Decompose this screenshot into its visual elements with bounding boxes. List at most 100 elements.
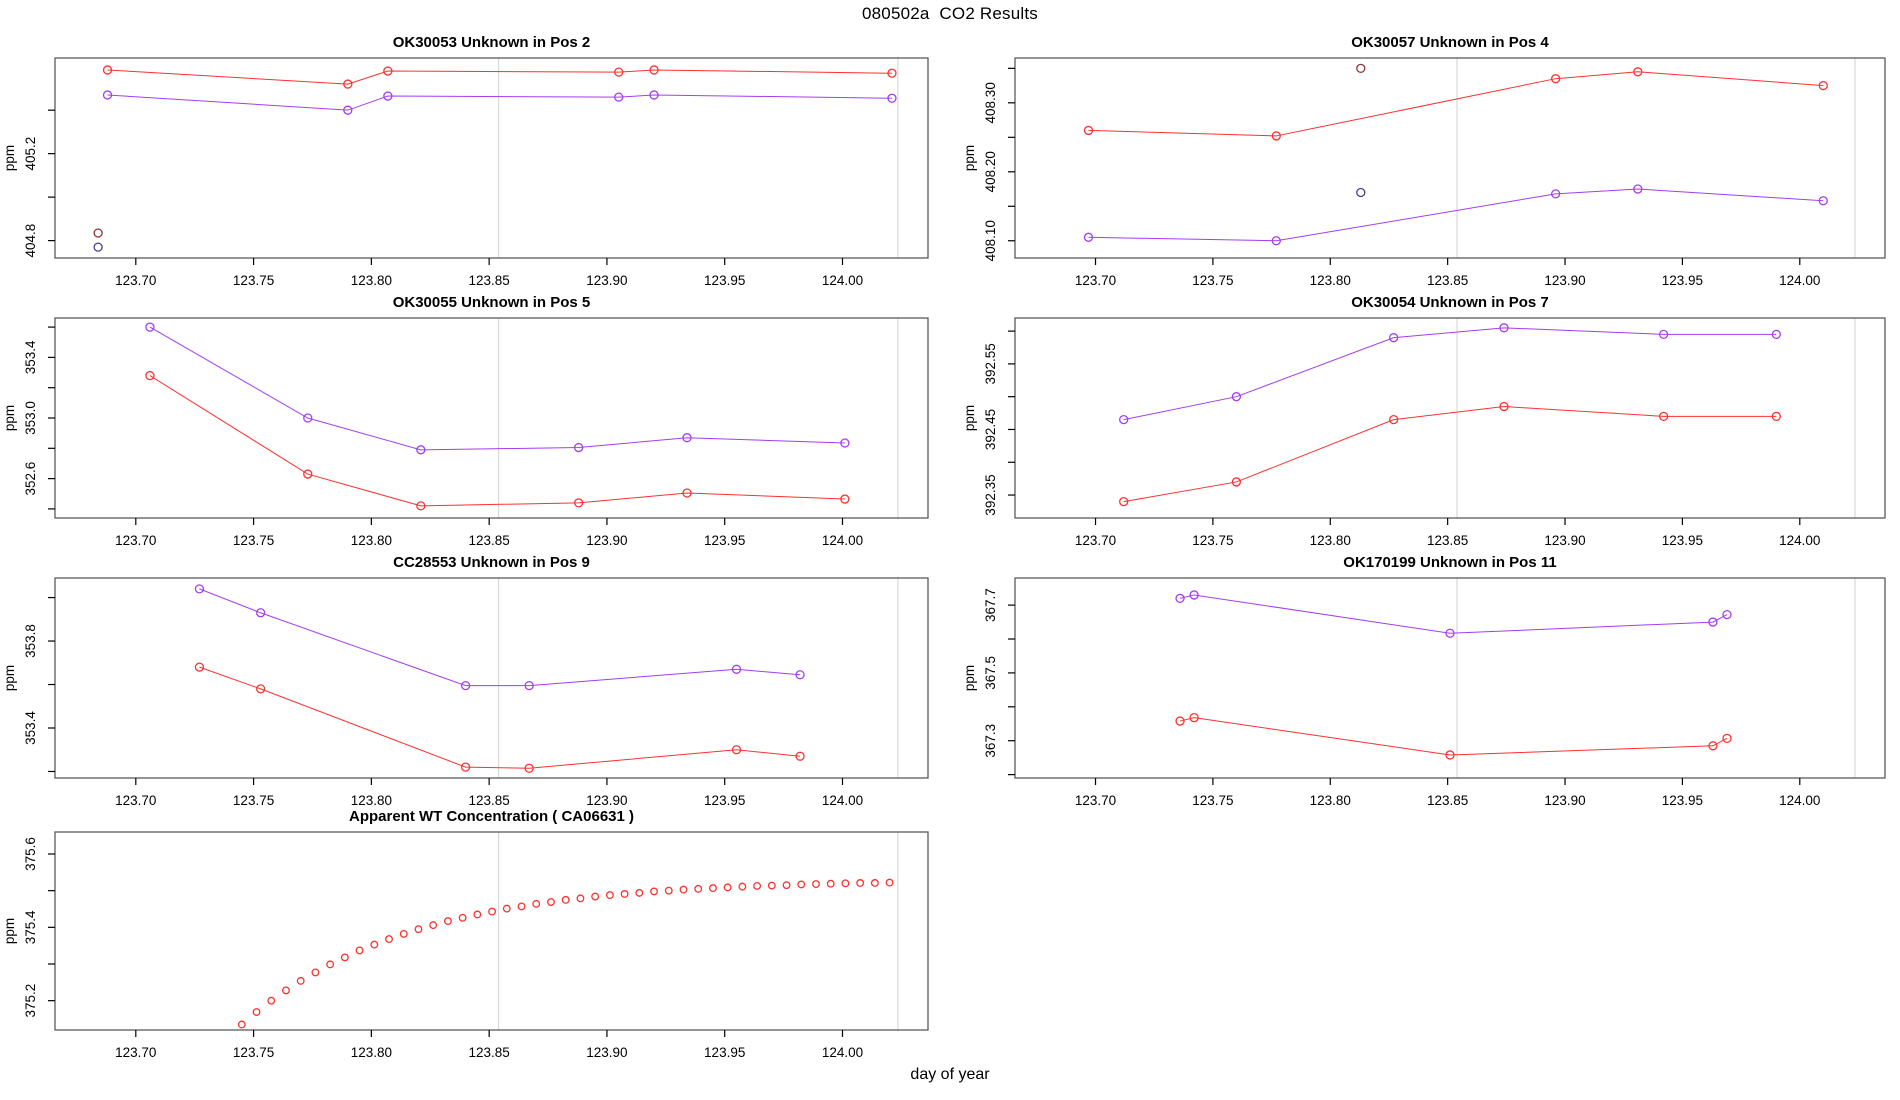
x-tick-label: 123.75: [233, 1045, 274, 1060]
x-tick-label: 123.90: [1544, 793, 1585, 808]
data-point: [1658, 411, 1669, 422]
data-point: [93, 228, 103, 238]
data-point: [1818, 80, 1828, 91]
data-point: [694, 884, 703, 893]
x-tick-label: 124.00: [1779, 533, 1820, 548]
data-point: [795, 670, 805, 680]
series-red: [194, 662, 805, 773]
data-point: [1119, 496, 1129, 507]
plot-pos11: OK170199 Unknown in Pos 11 367.3 367.5 367.…: [962, 554, 1886, 808]
data-point: [1818, 196, 1828, 206]
data-point: [664, 886, 673, 895]
series-line: [1088, 188, 1824, 242]
series-red: [1175, 713, 1732, 760]
data-point: [840, 494, 850, 504]
data-point: [840, 438, 850, 448]
data-point: [252, 1008, 261, 1016]
x-tick-label: 123.85: [468, 273, 509, 288]
data-point: [303, 413, 313, 423]
series-line: [1179, 594, 1728, 634]
data-point: [1658, 329, 1669, 340]
x-tick-label: 123.95: [704, 1045, 745, 1060]
data-point: [723, 883, 732, 892]
y-tick-label: 375.6: [23, 837, 38, 871]
x-tick-label: 123.85: [1427, 273, 1468, 288]
y-axis-title: ppm: [2, 918, 17, 944]
data-point: [340, 953, 349, 962]
data-point: [1445, 628, 1455, 638]
plot-title: OK30054 Unknown in Pos 7: [1351, 294, 1549, 311]
x-tick-label: 124.00: [822, 273, 863, 288]
x-tick-label: 124.00: [1779, 793, 1820, 808]
data-point: [731, 664, 742, 674]
x-tick-label: 123.95: [704, 273, 745, 288]
series-line: [1088, 71, 1824, 137]
x-tick-label: 123.75: [233, 793, 274, 808]
y-tick-label: 352.6: [23, 462, 38, 496]
data-point: [102, 90, 113, 100]
y-tick-label: 408.10: [983, 220, 998, 261]
data-point: [524, 763, 534, 773]
data-point: [797, 880, 806, 889]
x-tick-label: 123.75: [1192, 273, 1233, 288]
data-point: [574, 498, 584, 508]
data-point: [574, 442, 584, 453]
series-line: [149, 375, 845, 507]
data-point: [812, 880, 820, 889]
x-tick-label: 123.70: [115, 793, 156, 808]
y-axis-title: ppm: [962, 665, 977, 691]
data-point: [1356, 63, 1366, 73]
data-point: [1708, 617, 1718, 627]
data-point: [343, 79, 353, 89]
y-tick-label: 392.45: [983, 409, 998, 450]
x-tick-label: 123.90: [1544, 533, 1585, 548]
x-tick-label: 123.85: [1427, 793, 1468, 808]
series-line: [199, 588, 801, 687]
data-point: [517, 902, 526, 911]
data-point: [370, 940, 379, 949]
data-point: [237, 1020, 246, 1029]
data-point: [429, 921, 438, 930]
series-line: [107, 94, 892, 111]
data-point: [795, 751, 805, 761]
y-tick-label: 353.8: [23, 624, 38, 658]
data-point: [282, 986, 290, 995]
y-tick-label: 353.4: [23, 711, 38, 745]
data-point: [1231, 392, 1242, 402]
x-tick-label: 123.75: [233, 273, 274, 288]
data-point: [416, 445, 426, 455]
y-tick-label: 405.2: [23, 137, 38, 171]
y-tick-label: 353.4: [23, 340, 38, 374]
data-point: [145, 322, 155, 332]
x-tick-label: 123.75: [1192, 793, 1233, 808]
x-tick-label: 123.90: [1544, 273, 1585, 288]
plot-pos7: OK30054 Unknown in Pos 7 392.35 392.45 392.…: [962, 294, 1886, 548]
x-tick-label: 123.70: [1075, 533, 1116, 548]
data-point: [591, 892, 600, 901]
x-tick-label: 123.80: [1310, 793, 1351, 808]
x-tick-label: 123.95: [1662, 273, 1703, 288]
y-axis-title: ppm: [962, 405, 977, 431]
data-point: [738, 882, 747, 891]
data-point: [1771, 411, 1781, 422]
data-point: [1550, 189, 1561, 199]
x-tick-label: 123.95: [1662, 793, 1703, 808]
data-point: [682, 488, 692, 498]
data-point: [856, 879, 865, 887]
data-point: [1771, 329, 1781, 340]
series-purple: [1083, 184, 1828, 246]
x-tick-label: 123.80: [1310, 533, 1351, 548]
y-tick-label: 353.0: [23, 401, 38, 435]
data-point: [887, 93, 897, 103]
y-tick-label: 408.20: [983, 151, 998, 192]
series-purple: [102, 90, 897, 115]
series-outlier-red: [93, 228, 103, 238]
data-point: [311, 968, 320, 977]
data-point: [303, 469, 313, 479]
series-purple: [1119, 323, 1781, 425]
data-point: [194, 584, 205, 594]
x-tick-label: 123.85: [468, 1045, 509, 1060]
y-tick-label: 367.3: [983, 724, 998, 758]
